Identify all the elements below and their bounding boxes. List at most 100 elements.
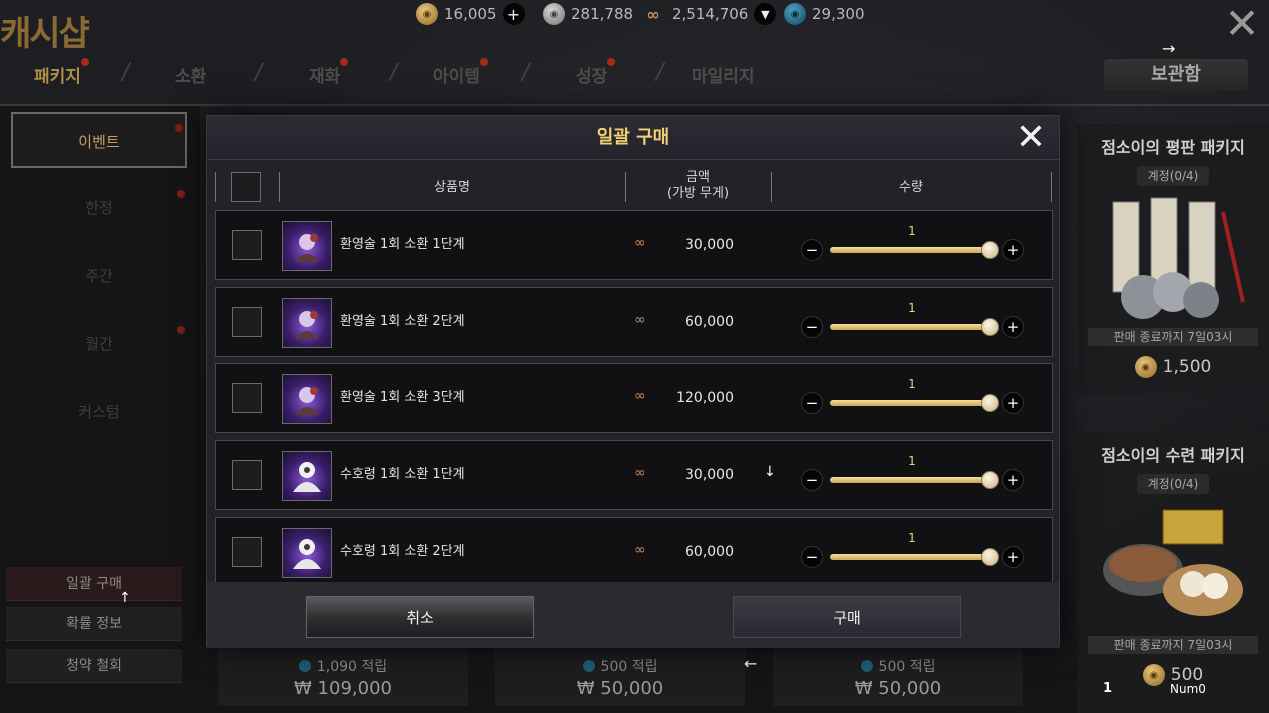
tab-separator: / <box>390 60 398 85</box>
quantity-slider-handle[interactable] <box>981 471 999 489</box>
package-title: 점소이의 수련 패키지 <box>1101 446 1245 465</box>
up-arrow-overlay: ↑ <box>119 590 131 606</box>
quantity-slider-handle[interactable] <box>981 318 999 336</box>
increase-quantity-button[interactable]: + <box>1002 316 1024 338</box>
increase-quantity-button[interactable]: + <box>1002 469 1024 491</box>
row-checkbox[interactable] <box>232 230 262 260</box>
currency-dropdown-button[interactable]: ▼ <box>754 3 777 25</box>
table-row: 수호령 1회 소환 2단계 ∞ 60,000 1 − + <box>215 517 1053 582</box>
reward-points: 500 적립 <box>773 656 1023 676</box>
increase-quantity-button[interactable]: + <box>1002 546 1024 568</box>
package-price: ₩ 109,000 <box>294 678 392 699</box>
column-header-quantity: 수량 <box>899 180 923 195</box>
package-card[interactable]: 점소이의 평판 패키지 계정(0/4) 판매 종료까지 7일03시 ◉ 1,50… <box>1077 124 1269 394</box>
package-card[interactable]: 500 적립 ₩ 50,000 <box>495 646 745 706</box>
tab-separator: / <box>656 60 664 85</box>
sidebar-item-monthly[interactable]: 월간 <box>11 316 187 372</box>
copper-coin-icon: ∞ <box>634 312 646 328</box>
jade-coin-icon <box>298 660 311 672</box>
decrease-quantity-button[interactable]: − <box>801 239 823 261</box>
quantity-slider[interactable] <box>830 477 992 483</box>
table-row: 환영술 1회 소환 2단계 ∞ 60,000 1 − + <box>215 287 1053 357</box>
notification-dot <box>340 58 349 66</box>
close-icon: ✕ <box>1015 117 1047 158</box>
tab-mileage[interactable]: 마일리지 <box>692 67 755 87</box>
tab-separator: / <box>255 60 263 85</box>
notification-dot <box>177 190 185 198</box>
quantity-slider[interactable] <box>830 554 992 560</box>
copper-coin-icon: ∞ <box>634 388 646 404</box>
quantity-slider[interactable] <box>830 247 992 253</box>
item-name: 환영술 1회 소환 1단계 <box>340 237 465 252</box>
copper-amount: 2,514,706 <box>672 5 749 23</box>
purchase-limit: 계정(0/4) <box>1137 166 1209 186</box>
divider <box>0 104 1269 106</box>
withdraw-subscription-button[interactable]: 청약 철회 <box>6 649 182 683</box>
key-hint-one: 1 <box>1103 681 1113 696</box>
silver-coin-icon: ◉ <box>543 3 565 25</box>
close-dialog-button[interactable]: ✕ <box>1015 120 1047 156</box>
decrease-quantity-button[interactable]: − <box>801 392 823 414</box>
training-package-image <box>1093 500 1253 630</box>
sidebar-item-event[interactable]: 이벤트 <box>11 112 187 168</box>
decrease-quantity-button[interactable]: − <box>801 316 823 338</box>
package-card[interactable]: 점소이의 수련 패키지 계정(0/4) 판매 종료까지 7일03시 ◉ 500 <box>1077 432 1269 713</box>
quantity-slider-handle[interactable] <box>981 241 999 259</box>
storage-button[interactable]: 보관함 <box>1104 59 1248 91</box>
cancel-button[interactable]: 취소 <box>306 596 534 638</box>
tab-summon[interactable]: 소환 <box>175 67 207 87</box>
row-checkbox[interactable] <box>232 383 262 413</box>
item-name: 수호령 1회 소환 1단계 <box>340 467 465 482</box>
tab-growth[interactable]: 성장 <box>576 58 616 87</box>
gold-currency: ◉ 16,005 + <box>416 2 525 26</box>
divider <box>215 172 216 202</box>
decrease-quantity-button[interactable]: − <box>801 546 823 568</box>
sale-end-timer: 판매 종료까지 7일03시 <box>1088 328 1258 346</box>
quantity-slider[interactable] <box>830 324 992 330</box>
package-card[interactable]: 1,090 적립 ₩ 109,000 <box>218 646 468 706</box>
divider <box>625 172 626 202</box>
jade-currency: ◉ 29,300 <box>784 2 865 26</box>
item-name: 환영술 1회 소환 2단계 <box>340 314 465 329</box>
jade-coin-icon <box>582 660 595 672</box>
quantity-value: 1 <box>908 224 916 238</box>
sidebar-item-custom[interactable]: 커스텀 <box>78 403 120 421</box>
column-header-name: 상품명 <box>434 180 470 195</box>
package-card[interactable]: 500 적립 ₩ 50,000 <box>773 646 1023 706</box>
sidebar-item-weekly[interactable]: 주간 <box>85 267 113 285</box>
row-checkbox[interactable] <box>232 307 262 337</box>
add-gold-button[interactable]: + <box>502 3 525 25</box>
quantity-value: 1 <box>908 377 916 391</box>
tab-package[interactable]: 패키지 <box>34 58 89 87</box>
gold-coin-icon: ◉ <box>1134 356 1157 378</box>
item-price: 30,000 <box>685 467 734 483</box>
sidebar-item-limited[interactable]: 한정 <box>11 180 187 236</box>
item-name: 수호령 1회 소환 2단계 <box>340 544 465 559</box>
table-header: 상품명 금액 (가방 무게) 수량 <box>215 170 1053 206</box>
package-price: ◉ 500 <box>1077 664 1269 686</box>
copper-coin-icon: ∞ <box>634 542 646 558</box>
increase-quantity-button[interactable]: + <box>1002 392 1024 414</box>
probability-info-button[interactable]: 확률 정보 <box>6 607 182 641</box>
down-arrow-overlay: ↓ <box>764 464 776 480</box>
buy-button[interactable]: 구매 <box>733 596 961 638</box>
quantity-slider[interactable] <box>830 400 992 406</box>
illusion-summon-icon <box>282 221 332 271</box>
close-shop-button[interactable]: ✕ <box>1222 3 1262 45</box>
silver-currency: ◉ 281,788 <box>543 2 633 26</box>
decrease-quantity-button[interactable]: − <box>801 469 823 491</box>
bulk-purchase-button[interactable]: 일괄 구매 <box>6 567 182 601</box>
tab-currency[interactable]: 재화 <box>309 58 349 87</box>
tab-item[interactable]: 아이템 <box>433 58 488 87</box>
row-checkbox[interactable] <box>232 537 262 567</box>
silver-amount: 281,788 <box>571 5 634 23</box>
quantity-slider-handle[interactable] <box>981 548 999 566</box>
increase-quantity-button[interactable]: + <box>1002 239 1024 261</box>
key-hint-num0: Num0 <box>1170 682 1206 696</box>
table-row: 수호령 1회 소환 1단계 ∞ 30,000 1 − + <box>215 440 1053 510</box>
row-checkbox[interactable] <box>232 460 262 490</box>
select-all-checkbox[interactable] <box>231 172 261 202</box>
quantity-slider-handle[interactable] <box>981 394 999 412</box>
divider <box>771 172 772 202</box>
gold-coin-icon: ◉ <box>1142 664 1165 686</box>
